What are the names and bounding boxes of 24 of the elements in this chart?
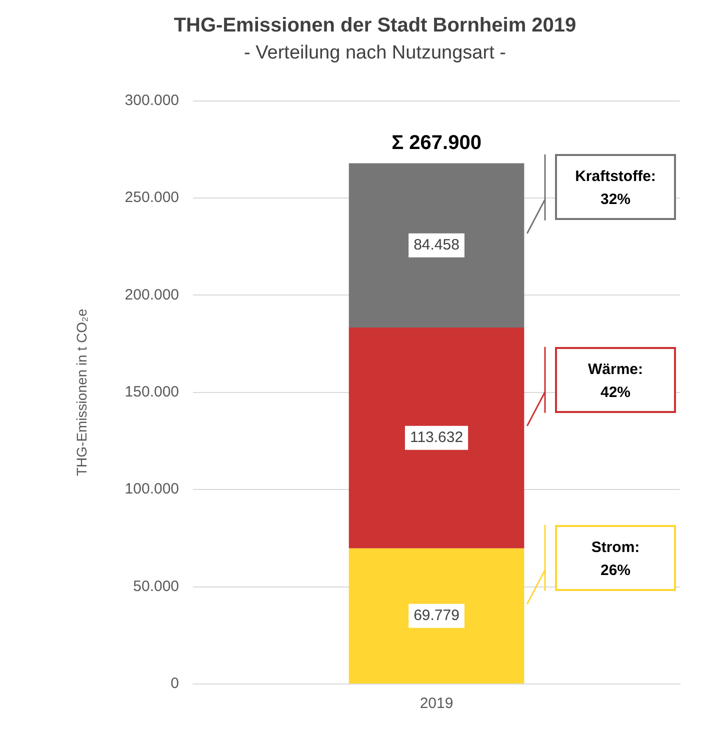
y-tick-label: 50.000 [133, 578, 180, 595]
y-tick-label: 100.000 [124, 480, 180, 498]
bar [348, 548, 524, 684]
data-label: 69.779 [414, 607, 460, 624]
data-label: 84.458 [414, 236, 460, 254]
x-tick-label: 2019 [420, 695, 454, 712]
y-axis-title: THG-Emissionen in t CO₂e [73, 308, 90, 476]
data-label: 113.632 [410, 429, 464, 446]
bar [348, 163, 524, 328]
y-tick-label: 0 [170, 675, 180, 692]
annotation: 32% [599, 190, 632, 210]
total-label: Σ 267.900 [392, 132, 482, 154]
annotation: 26% [599, 560, 632, 581]
callout-box: Strom: 26% [555, 524, 676, 591]
y-tick-label: 300.000 [124, 92, 180, 109]
callout-box: Wärme: 42% [555, 346, 676, 413]
chart-title: THG-Emissionen der Stadt Bornheim 2019 [174, 14, 576, 37]
chart-subtitle: - Verteilung nach Nutzungsart - [244, 42, 506, 64]
bar [348, 327, 524, 548]
annotation: 42% [599, 382, 632, 403]
y-tick-label: 200.000 [124, 286, 180, 304]
callout-box: Kraftstoffe: 32% [555, 154, 676, 220]
y-tick-label: 150.000 [124, 384, 180, 401]
y-tick-label: 250.000 [124, 189, 180, 206]
